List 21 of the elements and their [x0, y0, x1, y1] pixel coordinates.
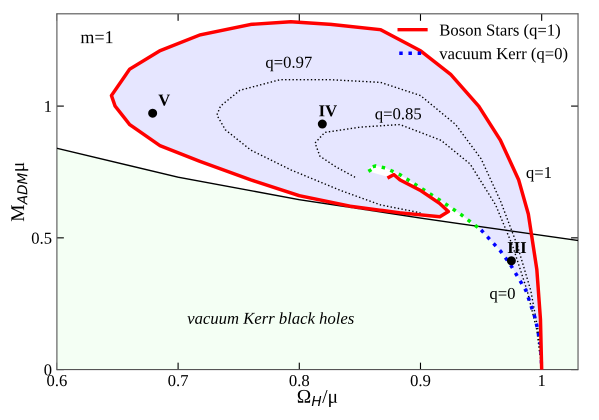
- y-tick-label: 0: [44, 364, 52, 376]
- x-tick-label: 0.8: [290, 374, 310, 386]
- x-tick-label: 0.9: [410, 374, 430, 386]
- y-axis-title: M$_{ADM}$μ: [11, 162, 28, 222]
- annotation: IV: [319, 105, 337, 117]
- x-tick-label: 1: [538, 375, 545, 386]
- annotation: q=0: [490, 288, 515, 302]
- legend-label: vacuum Kerr (q=0): [439, 48, 568, 63]
- annotation: III: [508, 242, 526, 254]
- annotation: q=0.97: [266, 56, 312, 72]
- x-tick-label: 0.7: [168, 374, 188, 386]
- annotation: q=0.85: [375, 108, 422, 123]
- legend-label: Boson Stars (q=1): [440, 24, 560, 40]
- x-axis-title: Ω$_{H}$/μ: [298, 390, 338, 407]
- annotation: m=1: [80, 31, 113, 44]
- y-tick-label: 1: [45, 100, 52, 112]
- x-tick-label: 0.6: [47, 374, 67, 386]
- y-tick-label: 0.5: [32, 232, 52, 244]
- annotation: vacuum Kerr black holes: [187, 312, 354, 324]
- annotation: q=1: [526, 166, 551, 182]
- annotation: V: [158, 94, 170, 106]
